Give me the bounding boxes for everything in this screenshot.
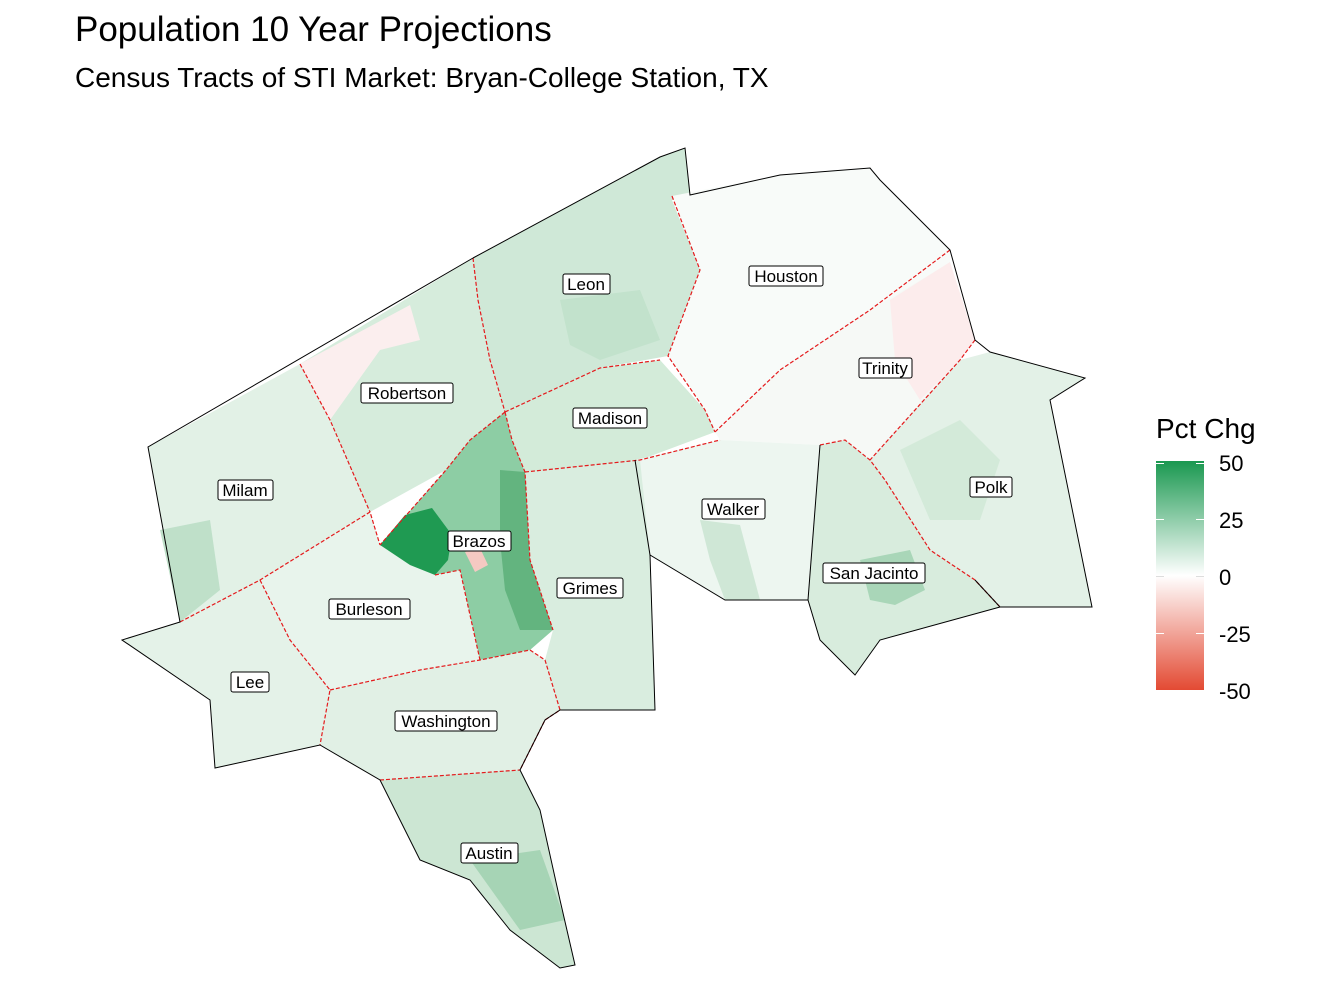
svg-text:Walker: Walker [707, 500, 760, 519]
legend-tick-mark-0 [1156, 576, 1164, 577]
county-label-madison: Madison [572, 407, 648, 429]
tract-leon-green [560, 290, 660, 360]
tract-walker-green [700, 520, 760, 600]
market-outline [120, 147, 1093, 969]
legend-tick-label: 25 [1219, 508, 1244, 533]
border-burleson-lee [259, 579, 331, 746]
border-burleson-washington [329, 649, 531, 691]
svg-text:Polk: Polk [974, 478, 1008, 497]
county-label-walker: Walker [701, 498, 766, 520]
svg-text:Robertson: Robertson [368, 384, 446, 403]
county-label-burleson: Burleson [328, 598, 411, 620]
outline-west-region [472, 147, 1093, 608]
outline-walker-east [807, 444, 821, 601]
county-label-grimes: Grimes [556, 577, 624, 599]
legend-tick-mark-50 [1156, 463, 1164, 464]
tract-austin-green [470, 850, 565, 930]
legend-tick-label: 50 [1219, 451, 1244, 476]
legend-tick-mark-neg25r [1196, 633, 1204, 634]
county-shape-lee [122, 580, 330, 768]
county-label-sanjacinto: San Jacinto [822, 562, 926, 584]
county-label-robertson: Robertson [360, 382, 454, 404]
svg-text:Milam: Milam [222, 481, 267, 500]
border-milam-burleson [179, 511, 381, 623]
svg-text:Houston: Houston [754, 267, 817, 286]
county-label-brazos: Brazos [447, 530, 512, 552]
county-label-milam: Milam [217, 479, 274, 501]
border-milam-robertson [299, 363, 371, 513]
county-label-polk: Polk [969, 476, 1013, 498]
legend-tick-label: 0 [1219, 565, 1232, 590]
tract-brazos-center [465, 548, 488, 572]
legend-tick-mark-0r [1196, 576, 1204, 577]
legend-tick-mark-25r [1196, 519, 1204, 520]
border-madison-grimes [524, 439, 721, 473]
border-brazos-grimes [504, 411, 554, 631]
county-shape-walker [635, 440, 820, 600]
svg-text:Washington: Washington [401, 712, 490, 731]
legend-tick-mark-25 [1156, 519, 1164, 520]
county-label-washington: Washington [394, 710, 498, 732]
legend-color-bar [1156, 461, 1204, 690]
county-shape-houston [668, 168, 950, 432]
border-trinity-polk [869, 339, 976, 461]
svg-text:Grimes: Grimes [563, 579, 618, 598]
county-label-leon: Leon [562, 273, 611, 295]
outline-west-south [120, 257, 1001, 969]
legend-title: Pct Chg [1156, 413, 1256, 444]
legend-tick-mark-50r [1196, 463, 1204, 464]
border-washington-austin [379, 769, 521, 781]
county-borders [179, 195, 1001, 781]
border-houston-trinity [714, 249, 951, 433]
border-leon-houston [667, 195, 716, 433]
svg-text:Austin: Austin [465, 844, 512, 863]
legend-tick-label: -25 [1219, 622, 1251, 647]
legend-tick-label: -50 [1219, 679, 1251, 704]
county-label-trinity: Trinity [858, 357, 913, 379]
county-shapes [122, 148, 1092, 968]
svg-text:Lee: Lee [236, 673, 264, 692]
county-labels: Leon Houston Robertson Madison Trinity M… [217, 265, 1013, 864]
svg-text:Burleson: Burleson [335, 600, 402, 619]
map-subtitle: Census Tracts of STI Market: Bryan-Colle… [75, 62, 769, 93]
border-brazos-burleson [434, 569, 481, 661]
svg-text:San Jacinto: San Jacinto [830, 564, 919, 583]
svg-text:Trinity: Trinity [862, 359, 908, 378]
county-label-lee: Lee [230, 671, 270, 693]
svg-text:Brazos: Brazos [453, 532, 506, 551]
border-madison-brazos [379, 411, 506, 546]
border-grimes-washington [519, 649, 561, 771]
tract-robertson-pink [300, 305, 420, 420]
legend-tick-mark-neg25 [1156, 633, 1164, 634]
border-robertson-leon [472, 257, 506, 413]
county-label-houston: Houston [748, 265, 824, 287]
map-title: Population 10 Year Projections [75, 10, 552, 49]
svg-text:Leon: Leon [567, 275, 605, 294]
svg-text:Madison: Madison [578, 409, 642, 428]
outline-walker-west [634, 459, 651, 556]
border-leon-madison [504, 359, 661, 413]
county-label-austin: Austin [460, 842, 519, 864]
